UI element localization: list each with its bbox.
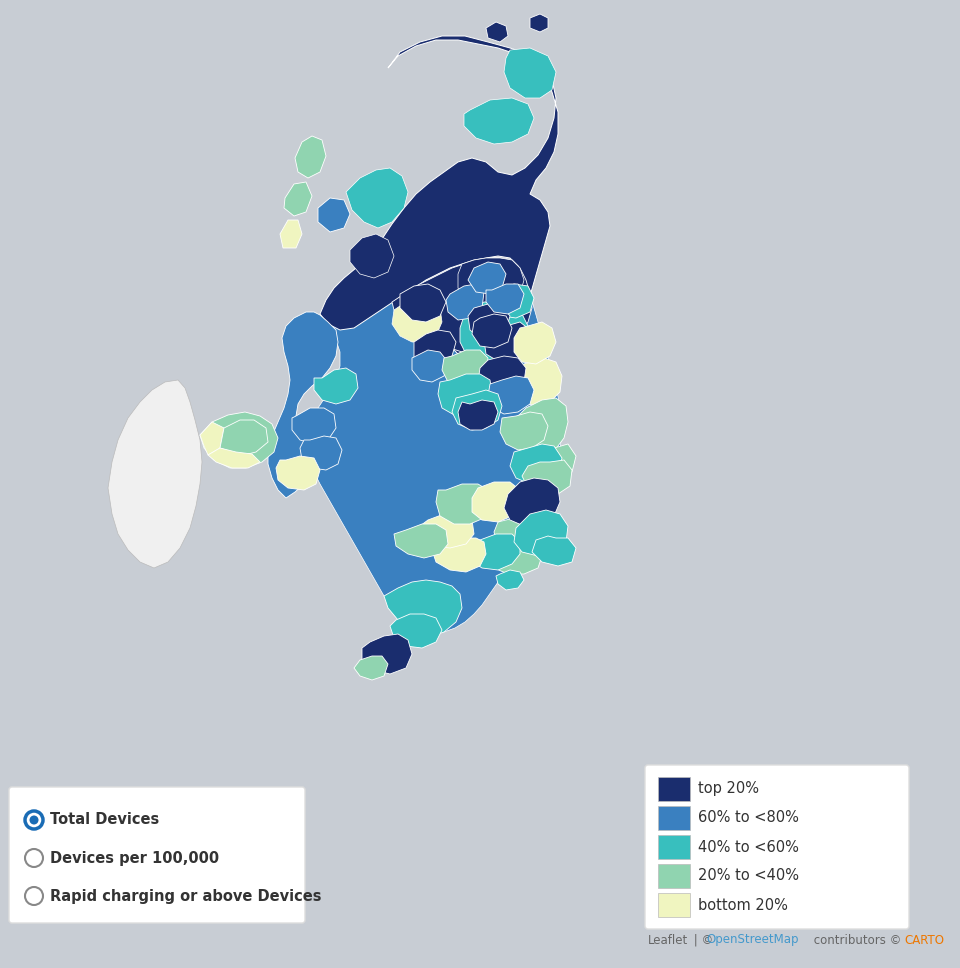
Polygon shape (394, 524, 448, 558)
Polygon shape (530, 14, 548, 32)
Circle shape (30, 815, 38, 825)
Text: Devices per 100,000: Devices per 100,000 (50, 851, 219, 865)
Polygon shape (108, 380, 202, 568)
Polygon shape (318, 198, 350, 232)
Polygon shape (472, 314, 512, 348)
Polygon shape (392, 298, 442, 342)
Polygon shape (494, 516, 550, 556)
Polygon shape (414, 330, 456, 366)
Polygon shape (468, 304, 510, 338)
Polygon shape (464, 98, 534, 144)
Polygon shape (504, 478, 560, 526)
Polygon shape (390, 614, 442, 648)
Bar (658, 835, 690, 859)
Polygon shape (500, 412, 548, 450)
Polygon shape (220, 420, 268, 456)
Polygon shape (516, 358, 562, 406)
Polygon shape (522, 460, 572, 496)
Polygon shape (432, 538, 486, 572)
Polygon shape (496, 570, 524, 590)
Polygon shape (472, 482, 520, 522)
Polygon shape (436, 484, 490, 524)
Bar (658, 893, 690, 917)
Polygon shape (295, 136, 326, 178)
Polygon shape (514, 322, 556, 364)
Circle shape (25, 887, 43, 905)
Polygon shape (442, 350, 488, 386)
Text: 20% to <40%: 20% to <40% (698, 868, 799, 884)
Polygon shape (438, 374, 492, 416)
Polygon shape (208, 448, 260, 468)
Polygon shape (468, 262, 506, 294)
Polygon shape (460, 302, 528, 364)
Polygon shape (354, 656, 388, 680)
Text: top 20%: top 20% (698, 781, 759, 797)
Polygon shape (320, 36, 558, 360)
Polygon shape (512, 398, 568, 456)
Text: Leaflet: Leaflet (648, 933, 688, 947)
Bar (658, 864, 690, 888)
Polygon shape (486, 284, 524, 314)
Polygon shape (510, 444, 562, 484)
Polygon shape (486, 542, 542, 574)
Polygon shape (384, 580, 462, 636)
Polygon shape (392, 258, 532, 354)
Polygon shape (478, 356, 526, 396)
Polygon shape (400, 284, 446, 322)
Polygon shape (412, 350, 448, 382)
Polygon shape (458, 400, 498, 430)
Text: OpenStreetMap: OpenStreetMap (706, 933, 799, 947)
Text: Rapid charging or above Devices: Rapid charging or above Devices (50, 889, 322, 903)
Polygon shape (452, 390, 502, 430)
Polygon shape (350, 234, 394, 278)
Polygon shape (314, 368, 358, 404)
Polygon shape (458, 258, 524, 310)
Polygon shape (488, 376, 534, 414)
Polygon shape (514, 510, 568, 556)
Text: Total Devices: Total Devices (50, 812, 159, 828)
Polygon shape (306, 258, 562, 634)
Text: | ©: | © (690, 933, 717, 947)
Polygon shape (420, 514, 474, 548)
Polygon shape (494, 284, 534, 318)
Text: 40% to <60%: 40% to <60% (698, 839, 799, 855)
FancyBboxPatch shape (645, 765, 909, 929)
FancyBboxPatch shape (9, 787, 305, 923)
Text: 60% to <80%: 60% to <80% (698, 810, 799, 826)
Bar (658, 806, 690, 830)
Polygon shape (446, 284, 484, 320)
Circle shape (25, 849, 43, 867)
Polygon shape (300, 436, 342, 470)
Polygon shape (280, 220, 302, 248)
Text: bottom 20%: bottom 20% (698, 897, 788, 913)
Polygon shape (468, 534, 520, 570)
Polygon shape (484, 322, 532, 362)
Polygon shape (276, 456, 320, 490)
Polygon shape (284, 182, 312, 216)
Polygon shape (200, 422, 224, 455)
Polygon shape (200, 412, 278, 468)
Polygon shape (292, 408, 336, 444)
Polygon shape (268, 312, 338, 498)
Polygon shape (504, 48, 556, 98)
Polygon shape (362, 634, 412, 674)
Bar (658, 777, 690, 801)
Circle shape (25, 811, 43, 829)
Polygon shape (532, 536, 576, 566)
Polygon shape (486, 22, 508, 42)
Polygon shape (346, 168, 408, 228)
Text: contributors ©: contributors © (810, 933, 905, 947)
Polygon shape (528, 444, 576, 480)
Text: CARTO: CARTO (904, 933, 944, 947)
